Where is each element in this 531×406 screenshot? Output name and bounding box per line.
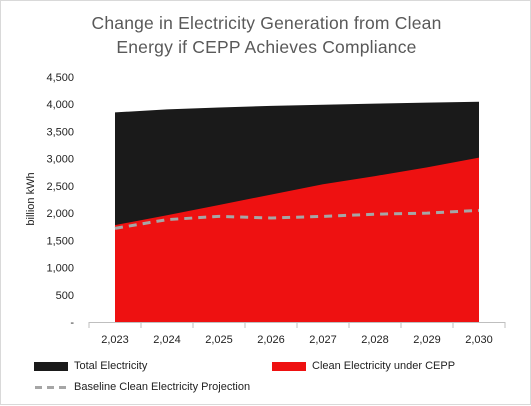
y-tick-label: 3,000 [46,154,74,166]
y-tick-label: 2,000 [46,208,74,220]
y-tick-label: 3,500 [46,126,74,138]
y-tick-label: 1,000 [46,263,74,275]
x-tick-label: 2,029 [413,334,441,346]
y-axis-label: billion kWh [25,172,37,225]
y-tick-label: 1,500 [46,235,74,247]
x-tick-label: 2,028 [361,334,389,346]
x-tick-label: 2,026 [257,334,285,346]
legend-label-clean-cepp: Clean Electricity under CEPP [312,360,456,372]
y-tick-label: - [70,317,74,329]
y-tick-label: 500 [56,290,74,302]
x-tick-label: 2,023 [101,334,129,346]
y-tick-label: 4,000 [46,99,74,111]
x-tick-label: 2,024 [153,334,181,346]
y-tick-label: 4,500 [46,72,74,84]
legend-swatch-baseline [34,383,68,392]
legend-item-total: Total Electricity [34,360,147,372]
x-tick-label: 2,030 [465,334,493,346]
legend-item-baseline: Baseline Clean Electricity Projection [34,381,250,393]
chart-title: Change in Electricity Generation from Cl… [1,11,531,59]
legend-item-clean-cepp: Clean Electricity under CEPP [272,360,455,372]
line-series-2 [114,208,480,230]
x-tick-label: 2,025 [205,334,233,346]
legend-label-total: Total Electricity [74,360,148,372]
legend-label-baseline: Baseline Clean Electricity Projection [74,381,251,393]
area-series-1 [115,157,479,322]
legend-swatch-total [34,361,68,371]
x-axis: 2,023 2,024 2,025 2,026 2,027 2,028 2,029 2,030 [88,322,506,346]
chart-title-line-2: Energy if CEPP Achieves Compliance [116,37,417,57]
y-tick-label: 2,500 [46,181,74,193]
y-axis: - 500 1,000 1,500 2,000 2,500 3,000 3,500 4,000 4… [46,72,74,329]
area-series [114,101,480,323]
x-tick-label: 2,027 [309,334,337,346]
legend-swatch-clean-cepp [272,361,306,371]
chart-title-line-1: Change in Electricity Generation from Cl… [91,13,442,33]
